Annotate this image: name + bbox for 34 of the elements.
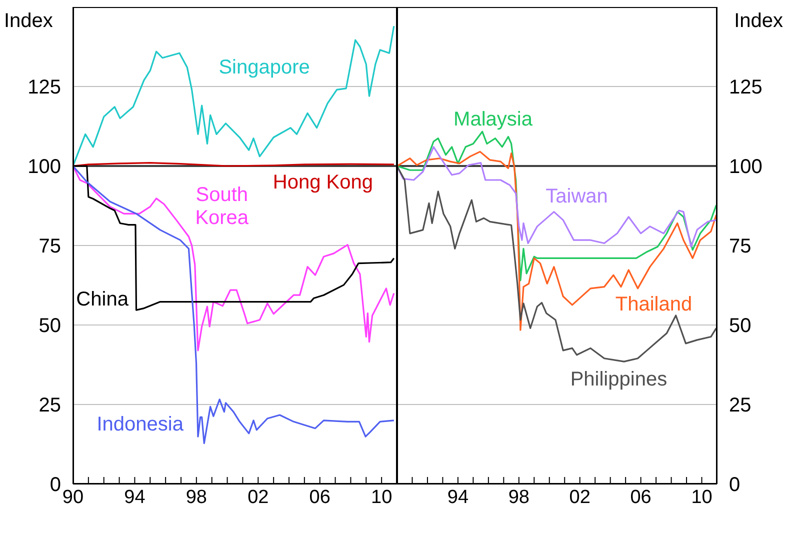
x-tick-label: 02 xyxy=(248,487,269,508)
y-tick-label: 50 xyxy=(38,315,61,338)
y-tick-label: 75 xyxy=(38,236,61,258)
series-label: Hong Kong xyxy=(272,171,373,194)
y-tick-label: 125 xyxy=(28,76,61,99)
x-tick-label: 06 xyxy=(630,487,652,508)
y-axis-title: Index xyxy=(734,10,783,33)
x-tick-label: 06 xyxy=(309,487,330,508)
y-tick-label: 0 xyxy=(50,474,61,496)
y-tick-label: 25 xyxy=(38,394,61,417)
y-tick-label: 100 xyxy=(729,156,762,178)
x-tick-label: 90 xyxy=(62,487,84,508)
y-tick-label: 0 xyxy=(729,474,740,496)
x-tick-label: 98 xyxy=(186,487,207,508)
series-label: Thailand xyxy=(615,293,692,316)
y-tick-label: 75 xyxy=(729,236,752,258)
x-tick-label: 10 xyxy=(371,487,392,508)
series-label: South Korea xyxy=(194,184,250,230)
y-tick-label: 25 xyxy=(729,394,752,417)
series-label: Singapore xyxy=(218,56,310,80)
x-tick-label: 94 xyxy=(447,487,469,508)
x-tick-label: 10 xyxy=(691,487,712,508)
x-tick-label: 98 xyxy=(508,487,530,508)
series-label: China xyxy=(76,288,128,312)
y-axis-title: Index xyxy=(4,10,53,33)
y-tick-label: 125 xyxy=(729,76,762,99)
series-label: Philippines xyxy=(570,368,668,392)
series-label: Taiwan xyxy=(546,185,608,208)
series-label: Indonesia xyxy=(96,413,184,436)
y-tick-label: 50 xyxy=(729,315,752,338)
y-tick-label: 100 xyxy=(28,156,61,178)
series-label: Malaysia xyxy=(454,108,532,132)
x-tick-label: 02 xyxy=(569,487,590,508)
x-tick-label: 94 xyxy=(124,487,146,508)
